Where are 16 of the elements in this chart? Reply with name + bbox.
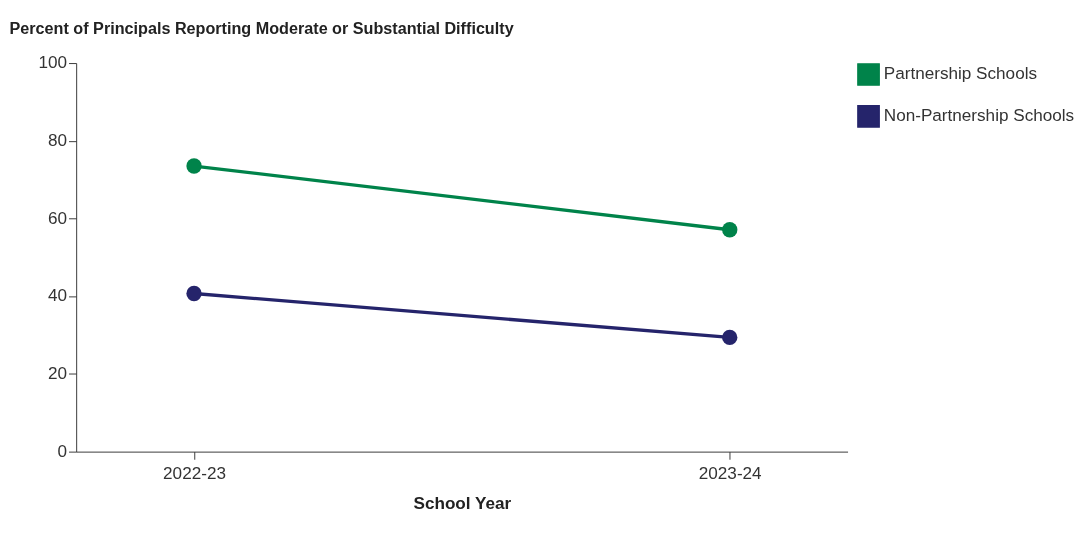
y-tick-label: 0 [57,440,68,461]
y-tick-label: 40 [48,285,68,306]
point [186,158,202,174]
point [722,222,738,238]
chart-title: Percent of Principals Reporting Moderate or Substantial Difficulty [9,18,514,37]
y-tick-label: 20 [48,363,68,384]
y-tick-label: 100 [38,52,68,73]
legend-label: Non-Partnership Schools [883,105,1075,126]
point [186,285,202,302]
legend-label: Partnership Schools [883,63,1038,84]
x-axis-title: School Year [413,493,512,514]
y-tick-label: 60 [48,207,68,228]
x-tick-label: 2022-23 [163,462,226,483]
y-tick-label: 80 [48,130,68,151]
x-tick-label: 2023-24 [698,462,763,483]
point [722,329,738,346]
